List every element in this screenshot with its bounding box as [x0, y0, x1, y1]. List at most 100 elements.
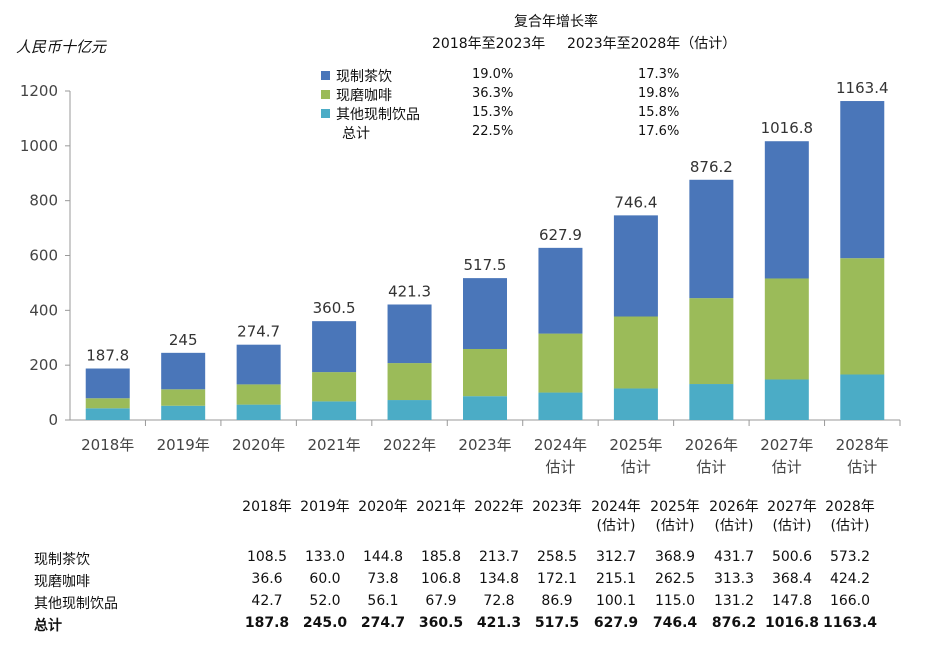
x-tick-label: 2027年: [760, 436, 813, 454]
table-cell: 187.8: [244, 615, 290, 631]
table-cell: 424.2: [829, 571, 871, 587]
bar-segment: [840, 258, 885, 375]
table-cell: 185.8: [420, 549, 462, 565]
bar-segment: [840, 101, 885, 259]
stacked-bar-chart: 0 200 400 600 800 1000 1200 187.8 2018年 245 2019年 2…: [20, 79, 901, 476]
bar-segment: [613, 215, 658, 317]
table-cell: 215.1: [595, 571, 637, 587]
table-cell: 368.9: [654, 549, 696, 565]
table-cell: 258.5: [536, 549, 578, 565]
cagr-period1-header: 2018年至2023年: [432, 36, 546, 52]
bar-segment: [463, 396, 507, 420]
bar-segment: [85, 408, 130, 420]
bar-segment: [613, 316, 658, 389]
bar-total-label: 517.5: [464, 256, 507, 274]
unit-label: 人民币十亿元: [16, 38, 107, 56]
table-row-label: 其他现制饮品: [34, 596, 118, 612]
bar-total-label: 274.7: [237, 323, 280, 341]
bar-total-label: 187.8: [86, 347, 129, 365]
bar-total-label: 1163.4: [836, 79, 889, 97]
table-header-cell: 2025年 (估计): [650, 499, 700, 534]
table-header-cell: 2021年: [416, 499, 466, 515]
cagr-value-2018-2023: 19.0%: [472, 67, 514, 82]
cagr-title: 复合年增长率: [514, 14, 598, 30]
bar-segment: [161, 352, 206, 390]
legend-label: 其他现制饮品: [336, 107, 420, 123]
table-cell: 360.5: [418, 615, 464, 631]
bar-segment: [312, 372, 357, 402]
bar-total-label: 421.3: [388, 282, 431, 300]
y-tick-label: 200: [29, 356, 58, 374]
cagr-value-2018-2023: 15.3%: [472, 105, 514, 120]
x-tick-label: 2019年: [157, 436, 210, 454]
x-tick-label: 估计: [772, 458, 802, 476]
table-header-cell: 2024年 (估计): [591, 499, 641, 534]
table-cell: 108.5: [246, 549, 288, 565]
table-cell: 421.3: [476, 615, 522, 631]
cagr-period2-header: 2023年至2028年（估计）: [567, 36, 737, 52]
cagr-value-2023-2028: 15.8%: [638, 105, 680, 120]
bar-segment: [840, 374, 885, 420]
cagr-value-2023-2028: 17.6%: [638, 124, 680, 139]
table-row-label: 现制茶饮: [34, 552, 90, 568]
x-tick-label: 估计: [696, 458, 726, 476]
table-cell: 52.0: [309, 593, 341, 609]
x-tick-label: 2018年: [81, 436, 134, 454]
table-cell: 876.2: [711, 615, 757, 631]
table-cell: 1163.4: [822, 615, 878, 631]
bar-total-label: 746.4: [614, 193, 657, 211]
table-cell: 144.8: [362, 549, 404, 565]
table-cell: 131.2: [713, 593, 755, 609]
bar-segment: [387, 304, 432, 364]
table-cell: 60.0: [309, 571, 341, 587]
table-cell: 166.0: [829, 593, 871, 609]
bar-segment: [538, 247, 583, 334]
table-cell: 312.7: [595, 549, 637, 565]
bar-segment: [689, 298, 734, 385]
table-cell: 313.3: [713, 571, 755, 587]
x-tick-label: 2023年: [458, 436, 511, 454]
table-header-cell: 2026年 (估计): [709, 499, 759, 534]
legend-swatch: [321, 71, 330, 80]
table-cell: 573.2: [829, 549, 871, 565]
table-header-cell: 2027年 (估计): [767, 499, 817, 534]
bar-segment: [236, 404, 281, 420]
bar-segment: [689, 179, 734, 299]
cagr-value-2018-2023: 36.3%: [472, 86, 514, 101]
bar-segment: [312, 321, 357, 373]
x-tick-label: 2025年: [609, 436, 662, 454]
cagr-value-2023-2028: 17.3%: [638, 67, 680, 82]
table-row-label: 总计: [34, 618, 62, 634]
bar-segment: [161, 389, 206, 406]
x-tick-label: 2028年: [836, 436, 889, 454]
bar-segment: [538, 333, 583, 393]
bar-segment: [236, 344, 281, 385]
table-cell: 36.6: [251, 571, 283, 587]
table-cell: 1016.8: [764, 615, 820, 631]
table-header-cell: 2022年: [474, 499, 524, 515]
x-tick-label: 2020年: [232, 436, 285, 454]
table-cell: 746.4: [652, 615, 698, 631]
y-tick-label: 400: [29, 301, 58, 319]
bar-segment: [764, 379, 809, 420]
bar-total-label: 627.9: [539, 226, 582, 244]
table-header-cell: 2019年: [300, 499, 350, 515]
x-tick-label: 2024年: [534, 436, 587, 454]
cagr-value-2018-2023: 22.5%: [472, 124, 514, 139]
table-cell: 115.0: [654, 593, 696, 609]
bar-total-label: 1016.8: [761, 119, 814, 137]
table-cell: 274.7: [360, 615, 406, 631]
bar-segment: [85, 398, 130, 409]
table-cell: 106.8: [420, 571, 462, 587]
table-cell: 245.0: [302, 615, 348, 631]
table-cell: 133.0: [304, 549, 346, 565]
legend-label: 现制茶饮: [336, 69, 392, 85]
bar-segment: [312, 401, 357, 420]
table-cell: 213.7: [478, 549, 520, 565]
x-tick-label: 估计: [621, 458, 651, 476]
x-tick-label: 2021年: [307, 436, 360, 454]
bar-segment: [764, 278, 809, 380]
bar-segment: [236, 384, 281, 405]
table-header-cell: 2018年: [242, 499, 292, 515]
legend-label: 现磨咖啡: [336, 88, 392, 104]
